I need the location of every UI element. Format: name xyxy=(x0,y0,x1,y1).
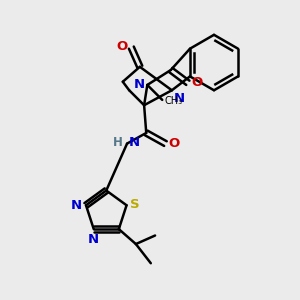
Text: S: S xyxy=(130,198,140,211)
Text: H: H xyxy=(113,136,123,149)
Text: CH₃: CH₃ xyxy=(164,96,182,106)
Text: N: N xyxy=(70,199,82,212)
Text: N: N xyxy=(129,136,140,149)
Text: O: O xyxy=(191,76,202,89)
Text: N: N xyxy=(88,233,99,246)
Text: O: O xyxy=(117,40,128,53)
Text: N: N xyxy=(174,92,185,105)
Text: O: O xyxy=(169,137,180,150)
Text: N: N xyxy=(134,78,145,92)
